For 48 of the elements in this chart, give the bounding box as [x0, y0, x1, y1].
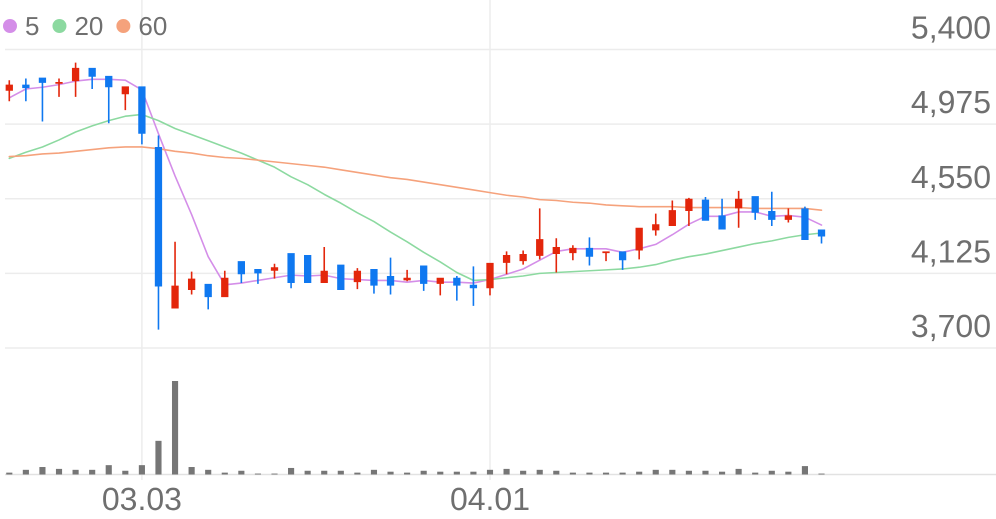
- bar: [636, 472, 642, 474]
- y-tick-label: 4,550: [910, 158, 991, 195]
- bar: [736, 468, 742, 474]
- y-tick-label: 4,975: [910, 84, 991, 120]
- bar: [669, 470, 676, 474]
- y-tick-label: 4,125: [910, 233, 991, 270]
- legend-label: 20: [74, 11, 104, 41]
- bar: [652, 470, 659, 474]
- bar: [122, 470, 128, 474]
- bar: [106, 465, 112, 474]
- bar: [802, 466, 808, 474]
- legend-label: 60: [138, 11, 168, 41]
- bar: [338, 470, 344, 474]
- bar: [785, 472, 792, 474]
- bar: [486, 470, 494, 474]
- bar: [188, 467, 195, 474]
- bar: [238, 470, 244, 474]
- bar: [437, 472, 444, 474]
- y-tick-label: 3,700: [910, 308, 991, 344]
- bar: [470, 472, 476, 474]
- bar: [72, 470, 79, 474]
- bar: [702, 470, 709, 474]
- bar: [768, 470, 775, 474]
- bar: [304, 470, 311, 474]
- bar: [321, 470, 328, 474]
- bar: [22, 470, 29, 474]
- bar: [504, 468, 510, 474]
- x-tick-label: 04.01: [450, 481, 530, 517]
- x-tick-label: 03.03: [102, 481, 182, 517]
- bar: [172, 381, 178, 474]
- bar: [56, 468, 62, 474]
- bar: [89, 470, 96, 474]
- bar: [370, 470, 378, 474]
- legend-label: 5: [25, 11, 40, 41]
- bar: [718, 472, 726, 474]
- bar: [288, 468, 294, 474]
- bar: [387, 472, 394, 474]
- bar: [138, 465, 145, 474]
- bar: [155, 440, 162, 474]
- bar: [686, 470, 692, 474]
- bar: [553, 470, 560, 474]
- bar: [520, 470, 526, 474]
- y-tick-label: 5,400: [910, 10, 991, 46]
- bar: [39, 467, 46, 474]
- bar: [420, 470, 427, 474]
- bar: [205, 470, 212, 474]
- bar: [536, 470, 543, 474]
- bar: [454, 472, 460, 474]
